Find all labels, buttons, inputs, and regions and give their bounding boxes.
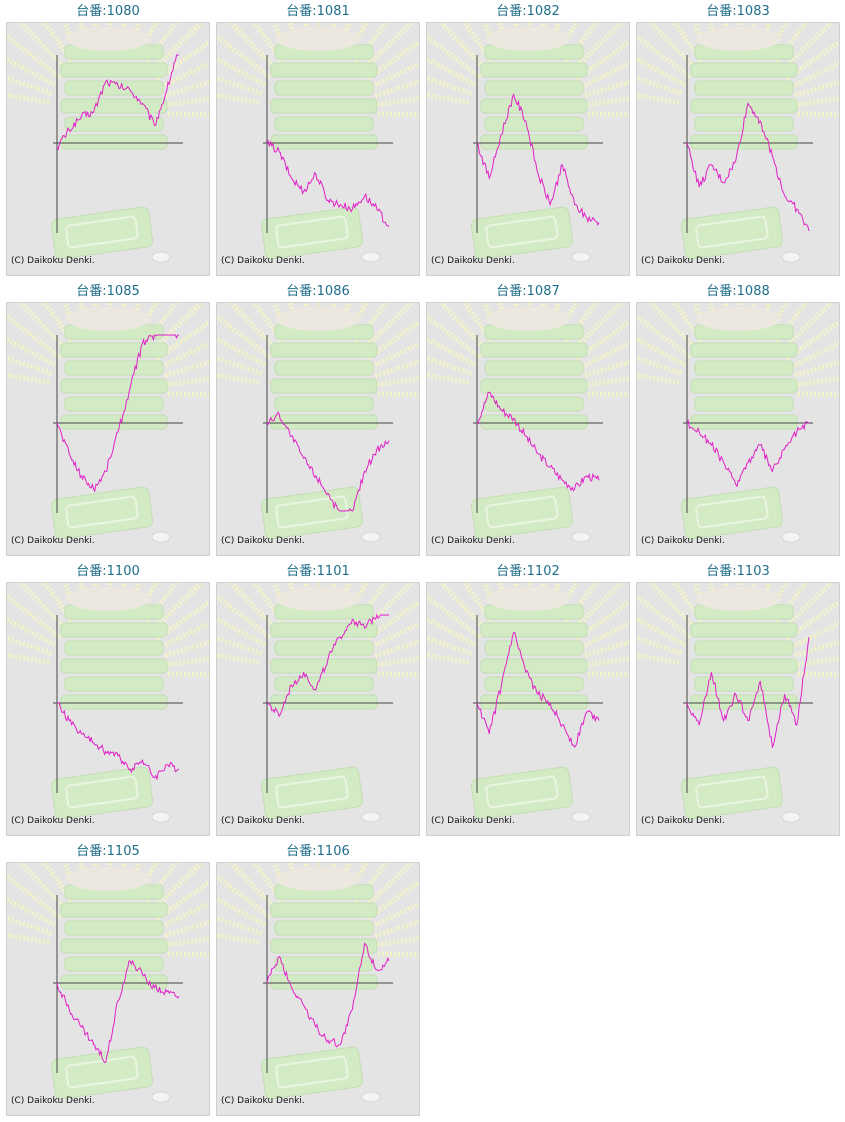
background-artwork [7, 303, 209, 543]
chart-title[interactable]: 台番:1080 [76, 4, 140, 19]
chart-svg [217, 583, 419, 823]
chart-cell-1103: 台番:1103 (C) Daikoku Denki. [636, 560, 840, 836]
chart-svg [7, 303, 209, 543]
chart-svg [427, 303, 629, 543]
chart-panel: (C) Daikoku Denki. [216, 582, 420, 836]
copyright-text: (C) Daikoku Denki. [11, 816, 95, 826]
chart-panel: (C) Daikoku Denki. [216, 22, 420, 276]
chart-title[interactable]: 台番:1082 [496, 4, 560, 19]
series-line [476, 391, 600, 492]
copyright-text: (C) Daikoku Denki. [221, 256, 305, 266]
chart-panel: (C) Daikoku Denki. [636, 22, 840, 276]
background-artwork [217, 863, 419, 1103]
chart-panel: (C) Daikoku Denki. [636, 302, 840, 556]
chart-cell-1085: 台番:1085 (C) Daikoku Denki. [6, 280, 210, 556]
background-artwork [217, 23, 419, 263]
chart-title[interactable]: 台番:1083 [706, 4, 770, 19]
series-line [266, 139, 390, 227]
chart-cell-1086: 台番:1086 (C) Daikoku Denki. [216, 280, 420, 556]
copyright-text: (C) Daikoku Denki. [641, 816, 725, 826]
chart-panel: (C) Daikoku Denki. [426, 22, 630, 276]
series-line [56, 959, 180, 1063]
copyright-text: (C) Daikoku Denki. [221, 536, 305, 546]
series-line [266, 942, 390, 1048]
series-line [686, 102, 810, 232]
chart-cell-1081: 台番:1081 (C) Daikoku Denki. [216, 0, 420, 276]
chart-svg [217, 863, 419, 1103]
series-line [686, 636, 810, 749]
background-artwork [637, 583, 839, 823]
chart-title[interactable]: 台番:1088 [706, 284, 770, 299]
background-artwork [637, 23, 839, 263]
copyright-text: (C) Daikoku Denki. [221, 816, 305, 826]
background-artwork [427, 303, 629, 543]
chart-svg [7, 583, 209, 823]
chart-panel: (C) Daikoku Denki. [6, 302, 210, 556]
chart-title[interactable]: 台番:1106 [286, 844, 350, 859]
chart-title[interactable]: 台番:1103 [706, 564, 770, 579]
chart-panel: (C) Daikoku Denki. [426, 582, 630, 836]
chart-panel: (C) Daikoku Denki. [426, 302, 630, 556]
chart-panel: (C) Daikoku Denki. [6, 22, 210, 276]
copyright-text: (C) Daikoku Denki. [11, 256, 95, 266]
chart-title[interactable]: 台番:1081 [286, 4, 350, 19]
background-artwork [7, 583, 209, 823]
chart-svg [637, 303, 839, 543]
copyright-text: (C) Daikoku Denki. [641, 256, 725, 266]
chart-cell-1080: 台番:1080 (C) Daikoku Denki. [6, 0, 210, 276]
background-artwork [637, 303, 839, 543]
chart-cell-1088: 台番:1088 (C) Daikoku Denki. [636, 280, 840, 556]
background-artwork [7, 23, 209, 263]
series-line [476, 93, 600, 227]
series-line [56, 334, 179, 493]
chart-title[interactable]: 台番:1100 [76, 564, 140, 579]
chart-cell-1100: 台番:1100 (C) Daikoku Denki. [6, 560, 210, 836]
chart-title[interactable]: 台番:1086 [286, 284, 350, 299]
chart-svg [7, 23, 209, 263]
background-artwork [217, 303, 419, 543]
copyright-text: (C) Daikoku Denki. [11, 1096, 95, 1106]
chart-svg [637, 23, 839, 263]
chart-svg [637, 583, 839, 823]
series-line [476, 632, 600, 748]
chart-svg [217, 303, 419, 543]
copyright-text: (C) Daikoku Denki. [431, 256, 515, 266]
chart-title[interactable]: 台番:1101 [286, 564, 350, 579]
chart-panel: (C) Daikoku Denki. [6, 862, 210, 1116]
chart-panel: (C) Daikoku Denki. [216, 302, 420, 556]
chart-title[interactable]: 台番:1102 [496, 564, 560, 579]
chart-panel: (C) Daikoku Denki. [636, 582, 840, 836]
background-artwork [427, 23, 629, 263]
series-line [266, 411, 390, 512]
chart-panel: (C) Daikoku Denki. [216, 862, 420, 1116]
chart-cell-1102: 台番:1102 (C) Daikoku Denki. [426, 560, 630, 836]
series-line [56, 54, 179, 151]
copyright-text: (C) Daikoku Denki. [431, 536, 515, 546]
copyright-text: (C) Daikoku Denki. [11, 536, 95, 546]
chart-title[interactable]: 台番:1087 [496, 284, 560, 299]
chart-panel: (C) Daikoku Denki. [6, 582, 210, 836]
chart-svg [427, 583, 629, 823]
background-artwork [427, 583, 629, 823]
chart-cell-1101: 台番:1101 (C) Daikoku Denki. [216, 560, 420, 836]
series-line [56, 702, 180, 781]
copyright-text: (C) Daikoku Denki. [641, 536, 725, 546]
background-artwork [7, 863, 209, 1103]
copyright-text: (C) Daikoku Denki. [221, 1096, 305, 1106]
chart-svg [7, 863, 209, 1103]
chart-cell-1083: 台番:1083 (C) Daikoku Denki. [636, 0, 840, 276]
background-artwork [217, 583, 419, 823]
chart-cell-1087: 台番:1087 (C) Daikoku Denki. [426, 280, 630, 556]
series-line [266, 613, 389, 718]
chart-cell-1082: 台番:1082 (C) Daikoku Denki. [426, 0, 630, 276]
chart-title[interactable]: 台番:1085 [76, 284, 140, 299]
chart-title[interactable]: 台番:1105 [76, 844, 140, 859]
chart-svg [427, 23, 629, 263]
chart-cell-1105: 台番:1105 (C) Daikoku Denki. [6, 840, 210, 1116]
copyright-text: (C) Daikoku Denki. [431, 816, 515, 826]
series-line [686, 419, 810, 488]
chart-cell-1106: 台番:1106 (C) Daikoku Denki. [216, 840, 420, 1116]
chart-svg [217, 23, 419, 263]
